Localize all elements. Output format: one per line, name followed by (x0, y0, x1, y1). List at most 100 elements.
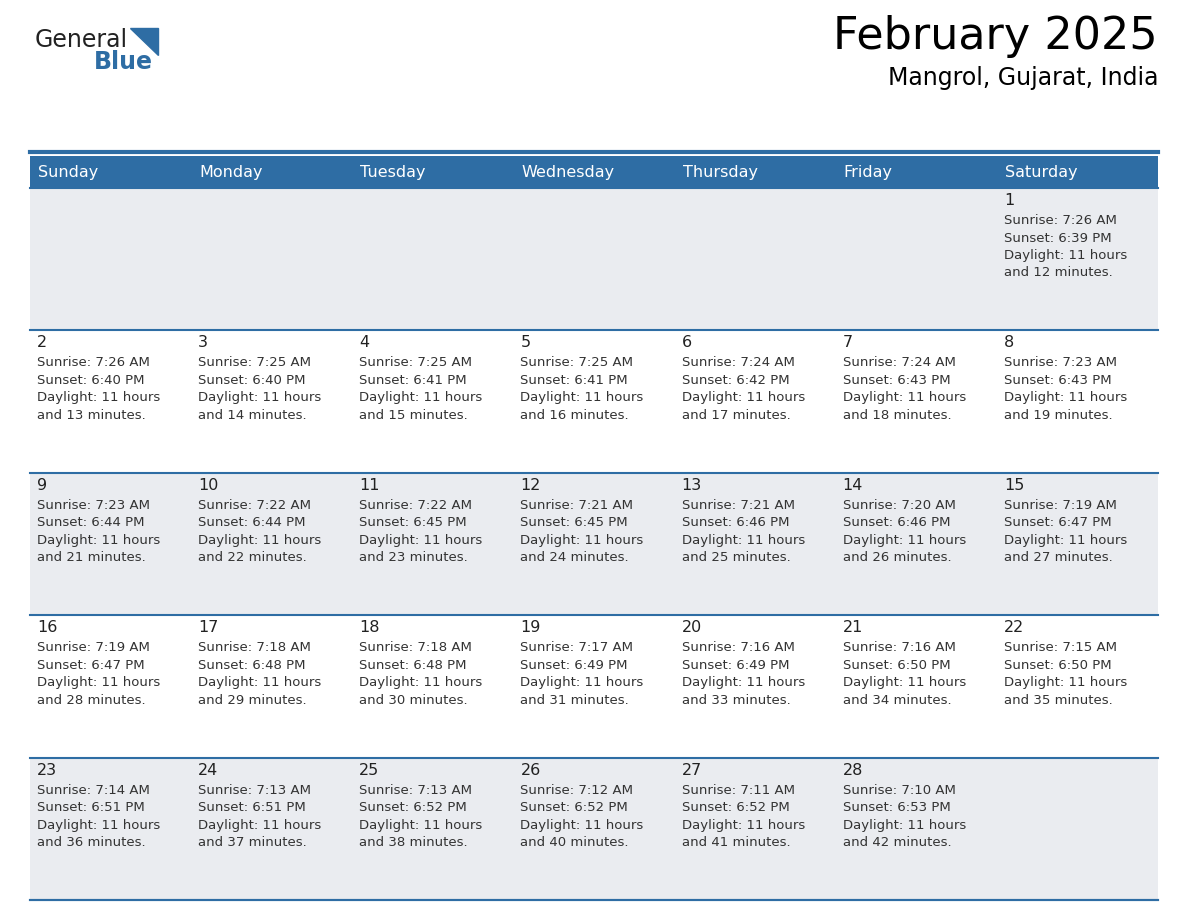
Bar (997, 188, 1158, 330)
Text: Daylight: 11 hours: Daylight: 11 hours (198, 391, 322, 405)
Text: 21: 21 (842, 621, 864, 635)
Text: Daylight: 11 hours: Daylight: 11 hours (842, 533, 966, 547)
Text: Sunset: 6:43 PM: Sunset: 6:43 PM (1004, 374, 1112, 386)
Text: 28: 28 (842, 763, 864, 778)
Text: 16: 16 (37, 621, 57, 635)
Text: Daylight: 11 hours: Daylight: 11 hours (520, 677, 644, 689)
Text: Sunset: 6:40 PM: Sunset: 6:40 PM (37, 374, 145, 386)
Text: and 34 minutes.: and 34 minutes. (842, 694, 952, 707)
Text: and 31 minutes.: and 31 minutes. (520, 694, 630, 707)
Text: Sunrise: 7:24 AM: Sunrise: 7:24 AM (682, 356, 795, 369)
Text: and 26 minutes.: and 26 minutes. (842, 552, 952, 565)
Text: Saturday: Saturday (1005, 164, 1078, 180)
Text: Sunset: 6:45 PM: Sunset: 6:45 PM (520, 516, 628, 530)
Text: Daylight: 11 hours: Daylight: 11 hours (520, 819, 644, 832)
Bar (835, 757, 997, 900)
Text: Sunset: 6:49 PM: Sunset: 6:49 PM (520, 659, 628, 672)
Text: 4: 4 (359, 335, 369, 351)
Bar (675, 330, 835, 473)
Bar (191, 615, 353, 757)
Text: Sunrise: 7:26 AM: Sunrise: 7:26 AM (37, 356, 150, 369)
Text: Daylight: 11 hours: Daylight: 11 hours (37, 533, 160, 547)
Text: Daylight: 11 hours: Daylight: 11 hours (520, 533, 644, 547)
Text: Sunrise: 7:21 AM: Sunrise: 7:21 AM (682, 498, 795, 512)
Text: Sunrise: 7:25 AM: Sunrise: 7:25 AM (198, 356, 311, 369)
Bar (513, 188, 675, 330)
Text: Sunset: 6:52 PM: Sunset: 6:52 PM (359, 801, 467, 814)
Text: Daylight: 11 hours: Daylight: 11 hours (359, 391, 482, 405)
Text: Sunrise: 7:21 AM: Sunrise: 7:21 AM (520, 498, 633, 512)
Text: Sunset: 6:47 PM: Sunset: 6:47 PM (37, 659, 145, 672)
Text: Sunrise: 7:22 AM: Sunrise: 7:22 AM (198, 498, 311, 512)
Text: Sunrise: 7:13 AM: Sunrise: 7:13 AM (198, 784, 311, 797)
Bar (191, 188, 353, 330)
Text: 1: 1 (1004, 193, 1015, 208)
Text: and 33 minutes.: and 33 minutes. (682, 694, 790, 707)
Text: Sunrise: 7:10 AM: Sunrise: 7:10 AM (842, 784, 955, 797)
Text: 3: 3 (198, 335, 208, 351)
Text: Daylight: 11 hours: Daylight: 11 hours (359, 677, 482, 689)
Text: Sunset: 6:43 PM: Sunset: 6:43 PM (842, 374, 950, 386)
Text: and 14 minutes.: and 14 minutes. (198, 409, 307, 422)
Text: Sunset: 6:52 PM: Sunset: 6:52 PM (520, 801, 628, 814)
Bar (835, 188, 997, 330)
Bar (191, 757, 353, 900)
Text: Sunrise: 7:14 AM: Sunrise: 7:14 AM (37, 784, 150, 797)
Text: Sunset: 6:51 PM: Sunset: 6:51 PM (198, 801, 305, 814)
Text: Sunrise: 7:12 AM: Sunrise: 7:12 AM (520, 784, 633, 797)
Text: 12: 12 (520, 477, 541, 493)
Bar (675, 757, 835, 900)
Text: 8: 8 (1004, 335, 1015, 351)
Text: and 42 minutes.: and 42 minutes. (842, 836, 952, 849)
Text: Sunrise: 7:25 AM: Sunrise: 7:25 AM (520, 356, 633, 369)
Text: Daylight: 11 hours: Daylight: 11 hours (198, 819, 322, 832)
Text: Daylight: 11 hours: Daylight: 11 hours (682, 533, 804, 547)
Text: Sunrise: 7:16 AM: Sunrise: 7:16 AM (682, 641, 795, 655)
Text: Sunrise: 7:20 AM: Sunrise: 7:20 AM (842, 498, 955, 512)
Text: and 24 minutes.: and 24 minutes. (520, 552, 630, 565)
Text: Sunrise: 7:17 AM: Sunrise: 7:17 AM (520, 641, 633, 655)
Text: Sunset: 6:52 PM: Sunset: 6:52 PM (682, 801, 789, 814)
Text: Daylight: 11 hours: Daylight: 11 hours (1004, 677, 1127, 689)
Text: Daylight: 11 hours: Daylight: 11 hours (682, 391, 804, 405)
Text: Daylight: 11 hours: Daylight: 11 hours (359, 533, 482, 547)
Text: Sunrise: 7:23 AM: Sunrise: 7:23 AM (37, 498, 150, 512)
Bar (513, 615, 675, 757)
Text: Sunset: 6:44 PM: Sunset: 6:44 PM (198, 516, 305, 530)
Text: Sunrise: 7:19 AM: Sunrise: 7:19 AM (1004, 498, 1117, 512)
Text: Tuesday: Tuesday (360, 164, 425, 180)
Bar (30, 330, 191, 473)
Text: Sunrise: 7:19 AM: Sunrise: 7:19 AM (37, 641, 150, 655)
Text: 14: 14 (842, 477, 864, 493)
Bar (835, 330, 997, 473)
Text: 11: 11 (359, 477, 380, 493)
Text: Sunrise: 7:11 AM: Sunrise: 7:11 AM (682, 784, 795, 797)
Text: Mangrol, Gujarat, India: Mangrol, Gujarat, India (887, 66, 1158, 90)
Text: Sunset: 6:47 PM: Sunset: 6:47 PM (1004, 516, 1112, 530)
Text: Sunrise: 7:25 AM: Sunrise: 7:25 AM (359, 356, 473, 369)
Text: and 28 minutes.: and 28 minutes. (37, 694, 146, 707)
Text: and 23 minutes.: and 23 minutes. (359, 552, 468, 565)
Text: Sunrise: 7:16 AM: Sunrise: 7:16 AM (842, 641, 955, 655)
Text: 27: 27 (682, 763, 702, 778)
Text: Sunset: 6:49 PM: Sunset: 6:49 PM (682, 659, 789, 672)
Text: Sunset: 6:42 PM: Sunset: 6:42 PM (682, 374, 789, 386)
Bar (997, 473, 1158, 615)
Text: 6: 6 (682, 335, 691, 351)
Text: Daylight: 11 hours: Daylight: 11 hours (359, 819, 482, 832)
Text: 5: 5 (520, 335, 531, 351)
Text: Sunset: 6:39 PM: Sunset: 6:39 PM (1004, 231, 1112, 244)
Bar (513, 757, 675, 900)
Text: 7: 7 (842, 335, 853, 351)
Text: and 12 minutes.: and 12 minutes. (1004, 266, 1113, 279)
Text: Sunset: 6:41 PM: Sunset: 6:41 PM (520, 374, 628, 386)
Text: and 22 minutes.: and 22 minutes. (198, 552, 307, 565)
Text: 23: 23 (37, 763, 57, 778)
Bar (30, 156, 1158, 188)
Bar (675, 473, 835, 615)
Text: Sunrise: 7:23 AM: Sunrise: 7:23 AM (1004, 356, 1117, 369)
Text: and 38 minutes.: and 38 minutes. (359, 836, 468, 849)
Text: 19: 19 (520, 621, 541, 635)
Text: Sunset: 6:50 PM: Sunset: 6:50 PM (1004, 659, 1112, 672)
Bar (675, 615, 835, 757)
